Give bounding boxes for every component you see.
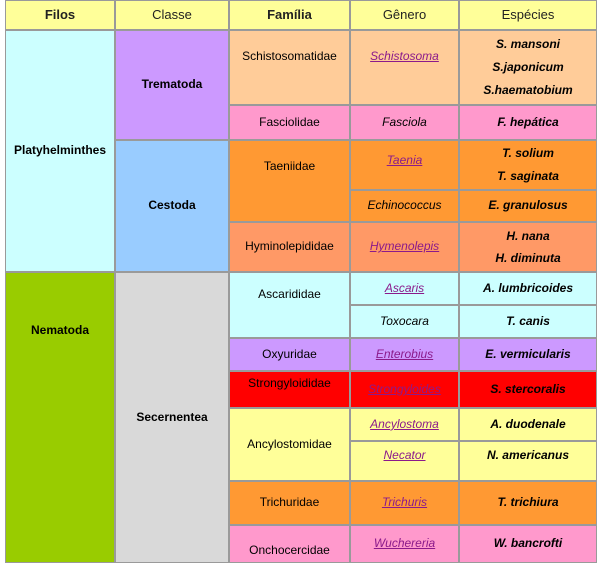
species-t-saginata: T. saginata <box>497 169 559 183</box>
class-trematoda: Trematoda <box>115 30 229 140</box>
header-familia: Família <box>229 0 350 30</box>
species-hymenolepis-cell: H. nana H. diminuta <box>459 222 597 272</box>
species-w-bancrofti: W. bancrofti <box>493 536 563 551</box>
family-schistosomatidae: Schistosomatidae <box>229 30 350 105</box>
header-filos-label: Filos <box>44 6 76 22</box>
class-trematoda-label: Trematoda <box>141 77 203 92</box>
phylum-nematoda-label: Nematoda <box>30 323 89 337</box>
genus-ancylostoma[interactable]: Ancylostoma <box>350 408 459 441</box>
species-a-lumbricoides-cell: A. lumbricoides <box>459 272 597 305</box>
genus-strongyloides-link[interactable]: Strongyloides <box>368 381 441 396</box>
genus-schistosoma[interactable]: Schistosoma <box>350 30 459 105</box>
genus-hymenolepis-link[interactable]: Hymenolepis <box>369 239 440 254</box>
genus-toxocara: Toxocara <box>350 305 459 338</box>
species-w-bancrofti-cell: W. bancrofti <box>459 525 597 563</box>
species-s-mansoni: S. mansoni <box>495 37 560 51</box>
family-ascarididae: Ascarididae <box>229 272 350 338</box>
genus-taenia-link[interactable]: Taenia <box>386 153 423 167</box>
genus-hymenolepis[interactable]: Hymenolepis <box>350 222 459 272</box>
species-schistosoma-cell: S. mansoni S.japonicum S.haematobium <box>459 30 597 105</box>
genus-fasciola-label: Fasciola <box>382 114 427 129</box>
species-s-japonicum: S.japonicum <box>492 60 564 74</box>
genus-echinococcus: Echinococcus <box>350 190 459 222</box>
header-especies: Espécies <box>459 0 597 30</box>
genus-enterobius[interactable]: Enterobius <box>350 338 459 371</box>
genus-trichuris[interactable]: Trichuris <box>350 481 459 525</box>
header-classe: Classe <box>115 0 229 30</box>
species-h-nana: H. nana <box>506 229 550 243</box>
species-t-canis: T. canis <box>506 313 550 328</box>
family-ascarididae-label: Ascarididae <box>258 287 321 301</box>
species-a-duodenale: A. duodenale <box>490 416 566 431</box>
phylum-nematoda: Nematoda <box>5 272 115 563</box>
species-h-diminuta: H. diminuta <box>495 251 561 265</box>
class-secernentea-label: Secernentea <box>136 409 208 424</box>
family-strongyloididae: Strongyloididae <box>229 371 350 408</box>
species-a-duodenale-cell: A. duodenale <box>459 408 597 441</box>
species-f-hepatica: F. hepática <box>497 114 559 129</box>
genus-necator[interactable]: Necator <box>350 441 459 481</box>
genus-ascaris[interactable]: Ascaris <box>350 272 459 305</box>
header-especies-label: Espécies <box>501 6 555 22</box>
family-ancylostomidae: Ancylostomidae <box>229 408 350 481</box>
genus-schistosoma-link[interactable]: Schistosoma <box>370 49 439 63</box>
species-t-trichiura-cell: T. trichiura <box>459 481 597 525</box>
family-strongyloididae-label: Strongyloididae <box>248 376 331 390</box>
header-classe-label: Classe <box>152 6 192 22</box>
family-taeniidae: Taeniidae <box>229 140 350 222</box>
species-t-canis-cell: T. canis <box>459 305 597 338</box>
family-fasciolidae: Fasciolidae <box>229 105 350 140</box>
species-s-haematobium: S.haematobium <box>483 83 573 97</box>
header-filos: Filos <box>5 0 115 30</box>
species-t-solium: T. solium <box>502 146 554 160</box>
genus-enterobius-link[interactable]: Enterobius <box>375 346 434 361</box>
genus-ancylostoma-link[interactable]: Ancylostoma <box>370 416 439 431</box>
header-genero: Gênero <box>350 0 459 30</box>
species-n-americanus: N. americanus <box>486 448 570 462</box>
species-s-stercoralis: S. stercoralis <box>490 381 566 396</box>
class-cestoda: Cestoda <box>115 140 229 272</box>
family-trichuridae: Trichuridae <box>229 481 350 525</box>
genus-ascaris-link[interactable]: Ascaris <box>384 280 425 295</box>
species-t-trichiura: T. trichiura <box>497 495 559 510</box>
family-onchocercidae-label: Onchocercidae <box>249 542 330 557</box>
species-e-granulosus: E. granulosus <box>488 198 568 213</box>
species-e-vermicularis-cell: E. vermicularis <box>459 338 597 371</box>
phylum-platyhelminthes-label: Platyhelminthes <box>13 143 107 158</box>
genus-trichuris-link[interactable]: Trichuris <box>381 495 428 510</box>
family-taeniidae-label: Taeniidae <box>263 159 316 173</box>
species-n-americanus-cell: N. americanus <box>459 441 597 481</box>
family-hyminolepididae-label: Hyminolepididae <box>245 239 334 254</box>
family-onchocercidae: Onchocercidae <box>229 525 350 563</box>
header-familia-label: Família <box>267 6 312 22</box>
family-trichuridae-label: Trichuridae <box>259 495 320 510</box>
species-e-granulosus-cell: E. granulosus <box>459 190 597 222</box>
species-s-stercoralis-cell: S. stercoralis <box>459 371 597 408</box>
class-cestoda-label: Cestoda <box>148 198 196 213</box>
species-e-vermicularis: E. vermicularis <box>485 346 571 361</box>
species-f-hepatica-cell: F. hepática <box>459 105 597 140</box>
header-genero-label: Gênero <box>382 6 427 22</box>
genus-strongyloides[interactable]: Strongyloides <box>350 371 459 408</box>
genus-wuchereria-link[interactable]: Wuchereria <box>373 536 436 551</box>
genus-toxocara-label: Toxocara <box>380 313 429 328</box>
genus-necator-link[interactable]: Necator <box>383 448 426 462</box>
family-fasciolidae-label: Fasciolidae <box>259 114 320 129</box>
genus-fasciola: Fasciola <box>350 105 459 140</box>
species-taenia-cell: T. solium T. saginata <box>459 140 597 190</box>
family-ancylostomidae-label: Ancylostomidae <box>247 436 332 451</box>
family-oxyuridae-label: Oxyuridae <box>262 346 317 361</box>
class-secernentea: Secernentea <box>115 272 229 563</box>
family-oxyuridae: Oxyuridae <box>229 338 350 371</box>
phylum-platyhelminthes: Platyhelminthes <box>5 30 115 272</box>
genus-wuchereria[interactable]: Wuchereria <box>350 525 459 563</box>
genus-echinococcus-label: Echinococcus <box>367 198 442 213</box>
family-schistosomatidae-label: Schistosomatidae <box>242 49 337 63</box>
species-a-lumbricoides: A. lumbricoides <box>482 280 574 295</box>
genus-taenia[interactable]: Taenia <box>350 140 459 190</box>
family-hyminolepididae: Hyminolepididae <box>229 222 350 272</box>
